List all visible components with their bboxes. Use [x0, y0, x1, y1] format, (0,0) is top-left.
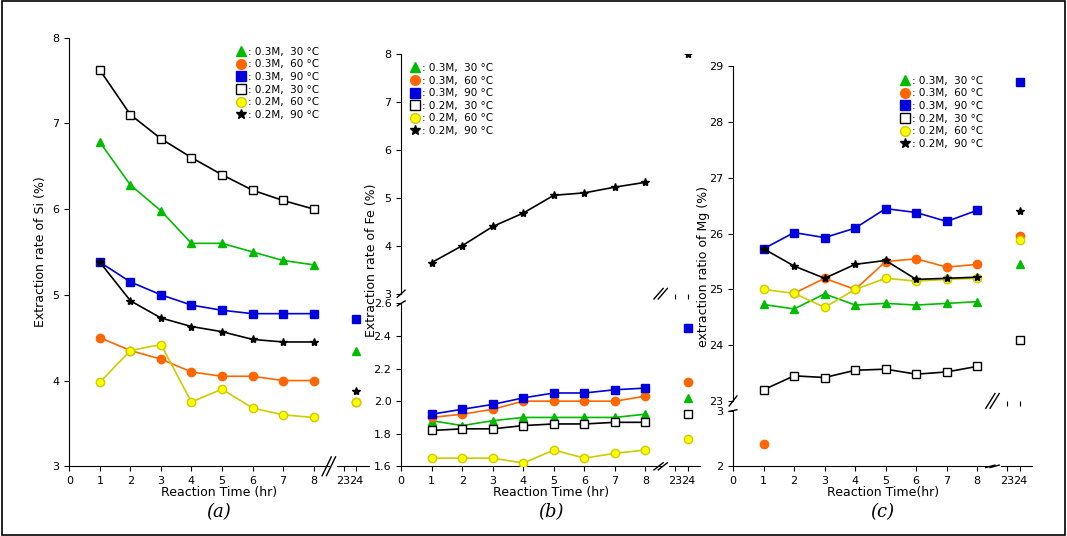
Legend: : 0.3M,  30 °C, : 0.3M,  60 °C, : 0.3M,  90 °C, : 0.2M,  30 °C, : 0.2M,  60 °C, : : 0.3M, 30 °C, : 0.3M, 60 °C, : 0.3M, 90…: [233, 43, 323, 124]
Text: Extraction rate of Fe (%): Extraction rate of Fe (%): [365, 183, 378, 337]
Legend: : 0.3M,  30 °C, : 0.3M,  60 °C, : 0.3M,  90 °C, : 0.2M,  30 °C, : 0.2M,  60 °C, : : 0.3M, 30 °C, : 0.3M, 60 °C, : 0.3M, 90…: [896, 72, 987, 153]
Text: extraction ratio of Mg (%): extraction ratio of Mg (%): [697, 186, 710, 347]
Text: Reaction Time (hr): Reaction Time (hr): [161, 486, 277, 499]
Text: (c): (c): [871, 503, 895, 521]
Y-axis label: Extraction rate of Si (%): Extraction rate of Si (%): [34, 176, 47, 327]
Text: Reaction Time(hr): Reaction Time(hr): [827, 486, 939, 499]
Legend: : 0.3M,  30 °C, : 0.3M,  60 °C, : 0.3M,  90 °C, : 0.2M,  30 °C, : 0.2M,  60 °C, : : 0.3M, 30 °C, : 0.3M, 60 °C, : 0.3M, 90…: [407, 59, 497, 140]
Text: (a): (a): [207, 503, 232, 521]
Text: (b): (b): [538, 503, 563, 521]
Text: Reaction Time (hr): Reaction Time (hr): [493, 486, 609, 499]
